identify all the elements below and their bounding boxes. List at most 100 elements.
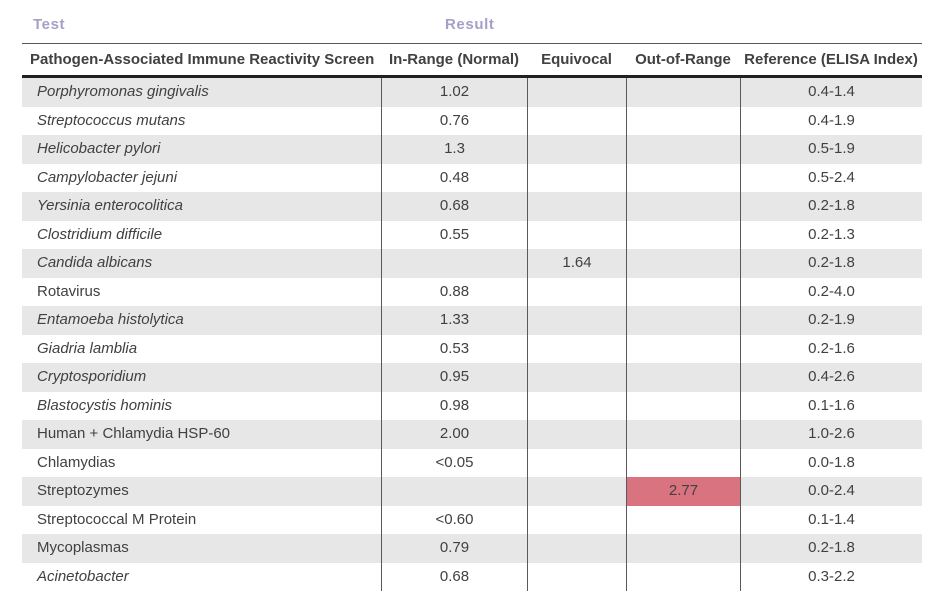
test-name: Streptozymes xyxy=(37,482,129,499)
table-row: Acinetobacter 0.68 0.3-2.2 xyxy=(22,562,922,591)
column-header-test-panel: Pathogen-Associated Immune Reactivity Sc… xyxy=(30,51,375,68)
test-name: Cryptosporidium xyxy=(37,368,147,385)
in-range-value: <0.05 xyxy=(381,448,527,477)
in-range-value: 0.95 xyxy=(381,363,527,392)
column-header-reference: Reference (ELISA Index) xyxy=(744,51,918,68)
in-range-value: 0.68 xyxy=(381,562,527,591)
reference-value: 0.2-1.8 xyxy=(740,249,922,278)
test-name: Rotavirus xyxy=(37,282,101,300)
equivocal-value xyxy=(527,334,626,363)
test-name: Blastocystis hominis xyxy=(37,396,173,414)
equivocal-value xyxy=(527,163,626,192)
test-name: Chlamydias xyxy=(37,453,116,471)
table-row: Chlamydias <0.05 0.0-1.8 xyxy=(22,448,922,477)
in-range-value: 0.53 xyxy=(381,334,527,363)
out-of-range-value xyxy=(626,220,740,249)
test-name: Yersinia enterocolitica xyxy=(37,197,183,214)
in-range-value: 0.76 xyxy=(381,106,527,135)
in-range-value xyxy=(381,249,527,278)
equivocal-value xyxy=(527,448,626,477)
out-of-range-value xyxy=(626,306,740,335)
test-name: Clostridium difficile xyxy=(37,225,163,243)
in-range-value: 1.3 xyxy=(381,135,527,164)
in-range-value: 0.48 xyxy=(381,163,527,192)
test-name: Giadria lamblia xyxy=(37,339,138,357)
test-name: Acinetobacter xyxy=(37,567,129,585)
equivocal-value xyxy=(527,562,626,591)
out-of-range-value xyxy=(626,78,740,107)
reference-value: 0.2-1.8 xyxy=(740,192,922,221)
reference-value: 0.2-1.6 xyxy=(740,334,922,363)
table-row: Mycoplasmas 0.79 0.2-1.8 xyxy=(22,534,922,563)
reference-value: 0.3-2.2 xyxy=(740,562,922,591)
test-name: Human + Chlamydia HSP-60 xyxy=(37,425,231,442)
in-range-value: 0.88 xyxy=(381,277,527,306)
in-range-value: 0.98 xyxy=(381,391,527,420)
reference-value: 0.0-2.4 xyxy=(740,477,922,506)
table-row: Streptococcus mutans 0.76 0.4-1.9 xyxy=(22,106,922,135)
table-row: Streptozymes 2.77 0.0-2.4 xyxy=(22,477,922,506)
test-name: Campylobacter jejuni xyxy=(37,168,178,186)
column-header-row: Pathogen-Associated Immune Reactivity Sc… xyxy=(22,44,922,78)
equivocal-value xyxy=(527,391,626,420)
in-range-value: <0.60 xyxy=(381,505,527,534)
column-header-out-of-range: Out-of-Range xyxy=(635,51,731,68)
equivocal-value xyxy=(527,534,626,563)
out-of-range-value xyxy=(626,135,740,164)
report-section-header: Test Result xyxy=(22,0,922,44)
table-row: Cryptosporidium 0.95 0.4-2.6 xyxy=(22,363,922,392)
out-of-range-value xyxy=(626,163,740,192)
table-row: Blastocystis hominis 0.98 0.1-1.6 xyxy=(22,391,922,420)
table-row: Entamoeba histolytica 1.33 0.2-1.9 xyxy=(22,306,922,335)
table-row: Giadria lamblia 0.53 0.2-1.6 xyxy=(22,334,922,363)
equivocal-value xyxy=(527,306,626,335)
reference-value: 0.5-1.9 xyxy=(740,135,922,164)
reference-value: 0.5-2.4 xyxy=(740,163,922,192)
test-name: Entamoeba histolytica xyxy=(37,311,184,328)
equivocal-value xyxy=(527,277,626,306)
in-range-value: 0.79 xyxy=(381,534,527,563)
equivocal-value xyxy=(527,363,626,392)
equivocal-value xyxy=(527,106,626,135)
in-range-value: 2.00 xyxy=(381,420,527,449)
reference-value: 0.2-1.3 xyxy=(740,220,922,249)
test-name: Candida albicans xyxy=(37,254,153,271)
test-name: Porphyromonas gingivalis xyxy=(37,83,209,100)
out-of-range-value xyxy=(626,192,740,221)
out-of-range-value xyxy=(626,420,740,449)
table-row: Porphyromonas gingivalis 1.02 0.4-1.4 xyxy=(22,78,922,107)
reference-value: 1.0-2.6 xyxy=(740,420,922,449)
equivocal-value xyxy=(527,420,626,449)
out-of-range-value xyxy=(626,505,740,534)
in-range-value xyxy=(381,477,527,506)
out-of-range-value xyxy=(626,334,740,363)
table-row: Yersinia enterocolitica 0.68 0.2-1.8 xyxy=(22,192,922,221)
reference-value: 0.2-4.0 xyxy=(740,277,922,306)
out-of-range-value xyxy=(626,391,740,420)
equivocal-value xyxy=(527,192,626,221)
reference-value: 0.1-1.6 xyxy=(740,391,922,420)
in-range-value: 1.33 xyxy=(381,306,527,335)
in-range-value: 0.68 xyxy=(381,192,527,221)
reference-value: 0.4-1.4 xyxy=(740,78,922,107)
results-table-body: Porphyromonas gingivalis 1.02 0.4-1.4 St… xyxy=(22,78,922,591)
column-header-in-range: In-Range (Normal) xyxy=(388,51,519,68)
test-name: Streptococcal M Protein xyxy=(37,510,197,528)
reference-value: 0.4-1.9 xyxy=(740,106,922,135)
in-range-value: 1.02 xyxy=(381,78,527,107)
equivocal-value: 1.64 xyxy=(527,249,626,278)
test-name: Helicobacter pylori xyxy=(37,140,161,157)
out-of-range-value xyxy=(626,249,740,278)
result-section-label: Result xyxy=(445,16,495,33)
table-row: Streptococcal M Protein <0.60 0.1-1.4 xyxy=(22,505,922,534)
out-of-range-value xyxy=(626,448,740,477)
reference-value: 0.4-2.6 xyxy=(740,363,922,392)
out-of-range-value xyxy=(626,562,740,591)
out-of-range-value xyxy=(626,363,740,392)
reference-value: 0.2-1.9 xyxy=(740,306,922,335)
out-of-range-value xyxy=(626,106,740,135)
out-of-range-value: 2.77 xyxy=(626,477,740,506)
out-of-range-value xyxy=(626,534,740,563)
equivocal-value xyxy=(527,220,626,249)
